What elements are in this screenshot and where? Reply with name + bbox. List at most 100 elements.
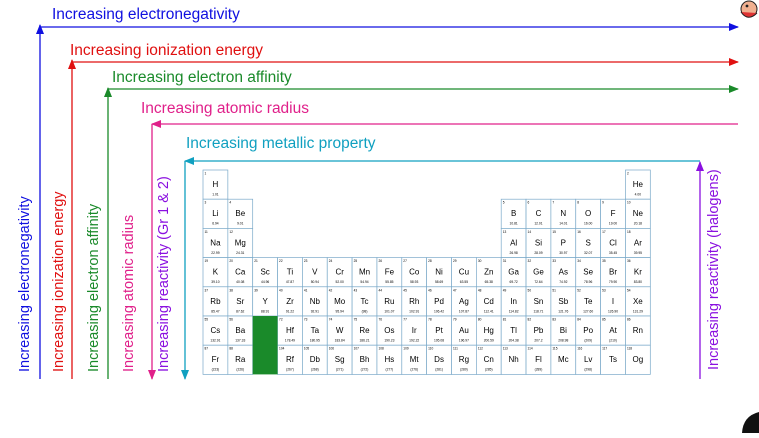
electronegativity-v-label: Increasing electronegativity [17,196,33,372]
atomic-number: 110 [428,347,433,351]
atomic-number: 81 [503,318,507,322]
metallic-h-label: Increasing metallic property [186,135,376,152]
element-cell-o: 8 O 16.00 [575,198,601,229]
atomic-number: 21 [254,259,258,263]
element-cell-zr: 40 Zr 91.22 [277,286,303,317]
atomic-number: 26 [378,259,382,263]
element-symbol: Cu [459,268,469,277]
element-symbol: Se [583,268,593,277]
atomic-mass: 112.41 [484,309,494,313]
element-cell-v: 23 V 50.94 [302,257,328,288]
element-symbol: Re [359,326,370,335]
ionization-h-label: Increasing ionization energy [70,42,263,59]
element-cell-cu: 29 Cu 63.55 [451,257,477,288]
element-cell-ti: 22 Ti 47.87 [277,257,303,288]
element-cell-cr: 24 Cr 52.00 [326,257,353,288]
element-symbol: B [511,209,516,218]
atomic-mass: 12.01 [534,222,542,226]
atomic-number: 107 [354,347,360,351]
element-cell-sr: 38 Sr 87.62 [227,286,254,317]
atomic-number: 85 [602,318,606,322]
element-cell-kr: 36 Kr 83.80 [625,257,651,288]
atomic-number: 43 [354,288,358,292]
atomic-mass: 39.95 [634,251,642,255]
element-symbol: Kr [634,268,642,277]
atomic-number: 75 [354,318,358,322]
atomic-number: 36 [627,259,631,263]
atomic-number: 40 [279,288,283,292]
element-symbol: Ra [235,355,246,364]
element-symbol: Ni [435,268,443,277]
atomic-number: 80 [478,318,482,322]
atomic-number: 72 [279,318,283,322]
atomic-number: 47 [453,288,457,292]
atomic-mass: 28.09 [534,251,542,255]
element-cell-ca: 20 Ca 40.08 [227,257,254,288]
atomic-number: 115 [552,347,557,351]
element-symbol: Fe [385,268,395,277]
element-cell-li: 3 Li 6.94 [202,198,229,229]
atomic-number: 11 [205,230,209,234]
element-symbol: C [536,209,542,218]
atomic-number: 78 [428,318,432,322]
atomic-number: 8 [577,201,579,205]
atomic-number: 76 [378,318,382,322]
element-cell-te: 52 Te 127.60 [575,286,601,317]
element-symbol: In [510,297,517,306]
atomic-number: 31 [503,259,507,263]
atomic-mass: 101.07 [384,309,394,313]
element-cell-in: 49 In 114.82 [500,286,527,317]
element-cell-tc: 43 Tc (98) [351,286,378,317]
atomic-mass: (277) [386,368,394,372]
element-cell-ge: 32 Ge 72.64 [525,257,552,288]
atomic-mass: (268) [311,368,319,372]
atomic-number: 18 [627,230,631,234]
element-symbol: Ge [533,268,544,277]
atomic-number: 114 [528,347,533,351]
element-cell-br: 35 Br 79.90 [600,257,626,288]
atomic-mass: (210) [609,339,617,343]
affinity-h-label: Increasing electron affinity [112,69,292,86]
element-symbol: Mo [334,297,346,306]
element-cell-n: 7 N 14.01 [550,198,577,229]
atomic-mass: 186.21 [359,339,369,343]
atomic-number: 108 [378,347,384,351]
corner-cartoon-icon [740,0,758,18]
atomic-number: 13 [503,230,507,234]
atomic-number: 4 [229,201,231,205]
atomic-mass: 72.64 [534,280,542,284]
element-cell-ag: 47 Ag 107.87 [451,286,477,317]
element-symbol: Mg [235,238,246,247]
atomic-number: 22 [279,259,283,263]
atomic-mass: 131.29 [633,309,643,313]
atomic-mass: 24.31 [236,251,244,255]
atomic-mass: 20.18 [634,222,642,226]
atomic-number: 15 [552,230,556,234]
atomic-mass: 1.01 [212,193,219,197]
element-symbol: Zn [484,268,493,277]
element-symbol: He [633,180,644,189]
element-symbol: Ag [459,297,469,306]
atomic-mass: 132.91 [210,339,220,343]
element-symbol: At [609,326,617,335]
atomic-number: 30 [478,259,482,263]
element-symbol: Ru [384,297,394,306]
element-symbol: Nb [310,297,321,306]
element-symbol: K [213,268,219,277]
element-symbol: P [561,238,566,247]
element-symbol: Rh [409,297,419,306]
atomic-number: 50 [528,288,532,292]
element-symbol: Rf [286,355,295,364]
